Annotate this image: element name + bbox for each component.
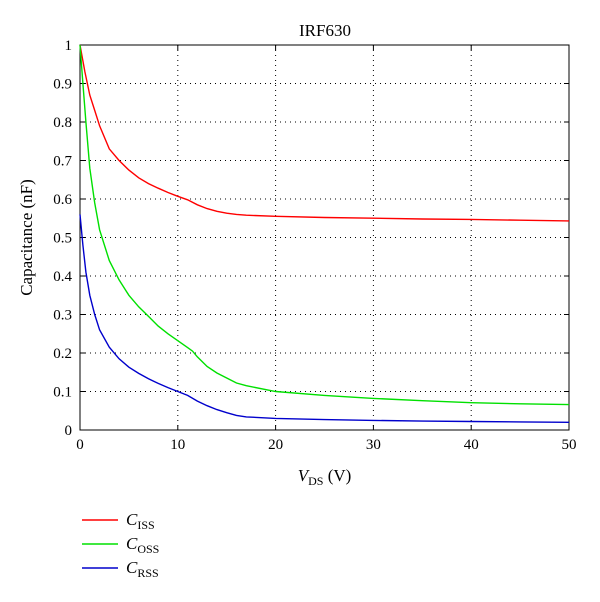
series-line-iss [79,44,570,222]
y-tick-label: 0 [65,423,73,439]
x-tick-label: 20 [268,437,283,453]
legend-label: COSS [126,534,159,556]
y-tick-label: 0.9 [53,77,72,93]
x-tick-label: 50 [562,437,577,453]
y-axis-label: Capacitance (nF) [17,179,36,296]
series-line-oss [79,44,570,406]
chart-title: IRF630 [299,21,351,40]
legend-label: CISS [126,510,155,532]
series-line-rss [79,214,570,423]
y-tick-label: 0.5 [53,231,72,247]
axis-ticks: 0 10 20 30 40 50 0 0.1 0.2 0.3 0.4 0.5 0.6 0.7 0.8 0.9 1 [53,38,576,453]
legend-label: CRSS [126,558,159,580]
y-tick-label: 0.2 [53,346,72,362]
y-tick-label: 0.3 [53,308,72,324]
series-lines [79,44,570,423]
x-tick-label: 10 [170,437,185,453]
y-tick-label: 0.8 [53,115,72,131]
grid [80,45,569,430]
y-tick-label: 0.6 [53,192,72,208]
legend-item-rss: CRSS [82,558,159,580]
y-tick-label: 1 [65,38,73,54]
y-tick-label: 0.7 [53,154,72,170]
x-axis-label-sub: DS [308,474,323,488]
y-tick-label: 0.4 [53,269,72,285]
x-tick-label: 30 [366,437,381,453]
legend-item-iss: CISS [82,510,155,532]
x-axis-label-var: V [298,466,311,485]
legend-item-oss: COSS [82,534,159,556]
x-axis-label-unit: (V) [323,466,351,485]
y-tick-label: 0.1 [53,385,72,401]
x-axis-label: VDS (V) [298,466,352,488]
x-tick-label: 40 [464,437,479,453]
x-tick-label: 0 [76,437,84,453]
